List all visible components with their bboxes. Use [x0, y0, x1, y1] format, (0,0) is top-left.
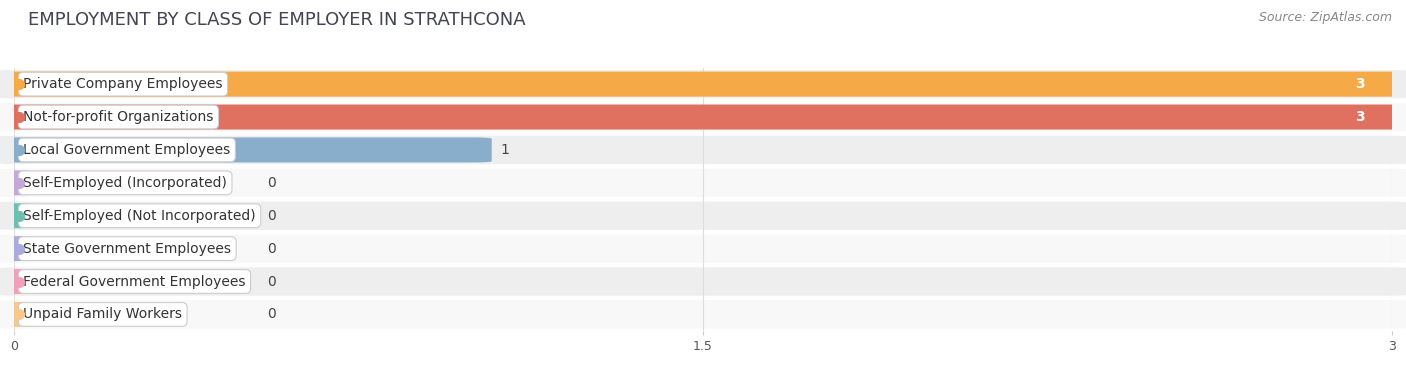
Text: Private Company Employees: Private Company Employees — [24, 77, 222, 91]
FancyBboxPatch shape — [0, 136, 1406, 164]
FancyBboxPatch shape — [0, 105, 1406, 129]
Text: Unpaid Family Workers: Unpaid Family Workers — [24, 308, 183, 321]
Text: 0: 0 — [267, 242, 276, 256]
Text: 1: 1 — [501, 143, 510, 157]
FancyBboxPatch shape — [0, 170, 32, 196]
FancyBboxPatch shape — [0, 203, 32, 228]
Text: 0: 0 — [267, 209, 276, 223]
Text: EMPLOYMENT BY CLASS OF EMPLOYER IN STRATHCONA: EMPLOYMENT BY CLASS OF EMPLOYER IN STRAT… — [28, 11, 526, 29]
Text: Federal Government Employees: Federal Government Employees — [24, 274, 246, 288]
Text: 3: 3 — [1355, 77, 1364, 91]
Text: Not-for-profit Organizations: Not-for-profit Organizations — [24, 110, 214, 124]
FancyBboxPatch shape — [0, 169, 1406, 197]
Text: 0: 0 — [267, 308, 276, 321]
FancyBboxPatch shape — [0, 302, 32, 327]
Text: 3: 3 — [1355, 110, 1364, 124]
FancyBboxPatch shape — [0, 138, 492, 162]
FancyBboxPatch shape — [0, 300, 1406, 329]
FancyBboxPatch shape — [0, 267, 1406, 296]
Text: Self-Employed (Incorporated): Self-Employed (Incorporated) — [24, 176, 228, 190]
Text: Local Government Employees: Local Government Employees — [24, 143, 231, 157]
Text: State Government Employees: State Government Employees — [24, 242, 231, 256]
FancyBboxPatch shape — [0, 103, 1406, 131]
Text: 0: 0 — [267, 274, 276, 288]
FancyBboxPatch shape — [0, 72, 1406, 97]
FancyBboxPatch shape — [0, 269, 32, 294]
FancyBboxPatch shape — [0, 236, 32, 261]
FancyBboxPatch shape — [0, 202, 1406, 230]
FancyBboxPatch shape — [0, 235, 1406, 263]
Text: Source: ZipAtlas.com: Source: ZipAtlas.com — [1258, 11, 1392, 24]
FancyBboxPatch shape — [0, 70, 1406, 98]
Text: 0: 0 — [267, 176, 276, 190]
Text: Self-Employed (Not Incorporated): Self-Employed (Not Incorporated) — [24, 209, 256, 223]
